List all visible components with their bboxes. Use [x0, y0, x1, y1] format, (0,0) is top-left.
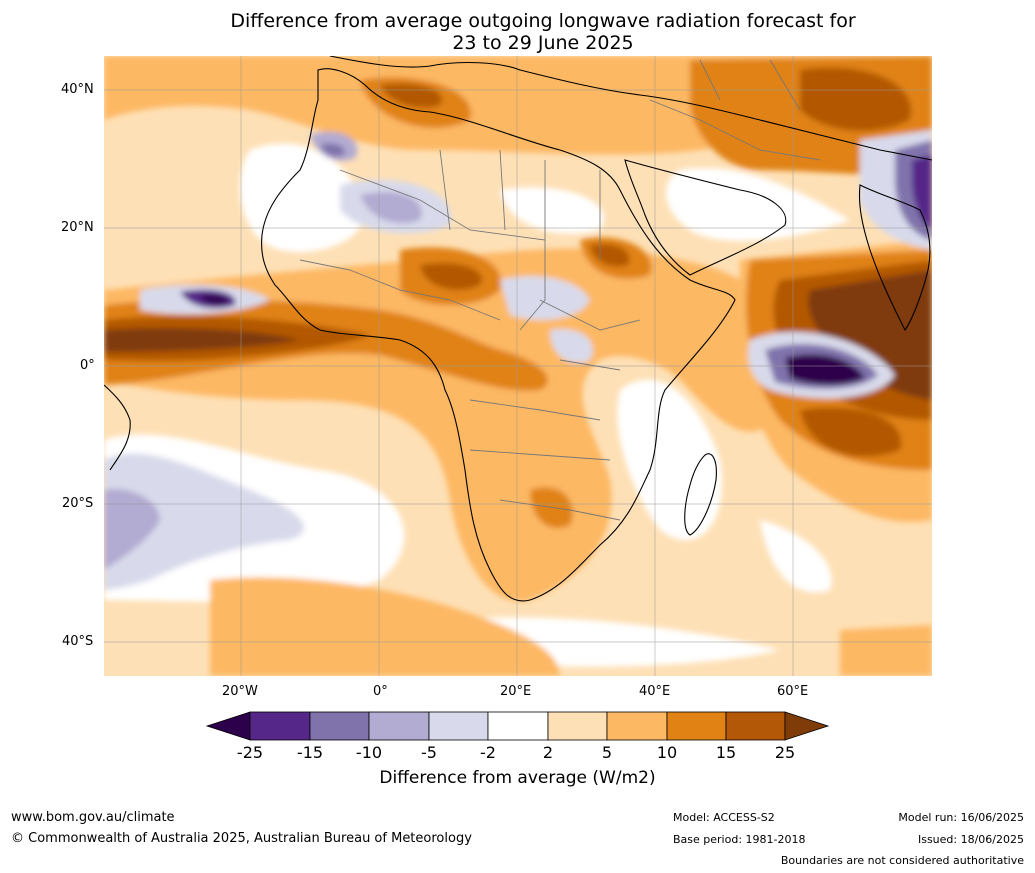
footer-copyright: © Commonwealth of Australia 2025, Austra… — [11, 831, 472, 846]
colorbar-label: -5 — [421, 743, 437, 762]
lat-label-equator: 0° — [80, 358, 95, 373]
colorbar-label: 5 — [601, 743, 613, 762]
lon-label-20w: 20°W — [222, 684, 258, 699]
colorbar-label: -2 — [480, 743, 496, 762]
colorbar-label: 2 — [542, 743, 554, 762]
border-line — [649, 59, 821, 161]
anomaly-5-10 — [840, 625, 932, 676]
colorbar-swatch — [606, 711, 668, 741]
near-normal-area — [666, 168, 850, 241]
india-coastline — [858, 184, 931, 332]
footer-url[interactable]: www.bom.gov.au/climate — [11, 810, 175, 825]
lon-label-0: 0° — [373, 684, 388, 699]
colorbar-swatch — [666, 711, 727, 741]
anomaly-below-minus-25 — [785, 354, 865, 385]
colorbar-label: 25 — [774, 743, 796, 762]
footer-issued: Issued: 18/06/2025 — [917, 833, 1024, 846]
border-line — [439, 149, 601, 260]
border-line — [339, 169, 546, 331]
near-normal-area — [760, 520, 832, 593]
arabia-coastline — [624, 159, 787, 276]
colorbar — [205, 711, 830, 741]
colorbar-title: Difference from average (W/m2) — [379, 768, 656, 788]
anomaly-minus-2-5 — [550, 329, 593, 363]
title-line-1: Difference from average outgoing longwav… — [230, 10, 856, 32]
near-normal-area — [500, 187, 604, 234]
country-borders — [299, 59, 821, 521]
lon-label-40e: 40°E — [639, 684, 671, 699]
border-line — [469, 399, 621, 521]
colorbar-swatch — [547, 711, 608, 741]
colorbar-swatch — [428, 711, 489, 741]
colorbar-swatch — [309, 711, 370, 741]
lat-label-20s: 20°S — [62, 496, 94, 511]
anomaly-minus-2-5 — [104, 453, 305, 590]
colorbar-label: -10 — [355, 743, 383, 762]
anomaly-minus-5-10 — [104, 489, 160, 570]
border-line — [299, 259, 501, 321]
europe-coastline — [329, 56, 932, 161]
colorbar-label: -15 — [296, 743, 324, 762]
anomaly-minus-15-25 — [912, 155, 932, 230]
anomaly-15-25 — [420, 262, 482, 290]
colorbar-label: 10 — [656, 743, 678, 762]
border-line — [539, 299, 641, 371]
colorbar-high-arrow — [784, 711, 830, 741]
lat-label-40n: 40°N — [61, 82, 94, 97]
graticule — [104, 56, 932, 676]
anomaly-below-minus-25 — [200, 294, 229, 305]
anomaly-5-10 — [210, 577, 560, 676]
footer-base-period: Base period: 1981-2018 — [673, 833, 806, 846]
lat-label-40s: 40°S — [62, 634, 94, 649]
colorbar-swatch — [249, 711, 311, 741]
colorbar-swatch — [368, 711, 430, 741]
anomaly-15-25 — [800, 407, 902, 457]
anomaly-above-25 — [104, 328, 300, 352]
anomaly-minus-5-10 — [360, 191, 422, 224]
footer-model-run: Model run: 16/06/2025 — [898, 811, 1024, 824]
anomaly-15-25 — [800, 67, 912, 131]
south-america-coastline — [104, 384, 131, 471]
madagascar-coastline — [684, 453, 717, 536]
colorbar-label: 15 — [715, 743, 737, 762]
map-panel — [104, 56, 932, 676]
footer-model: Model: ACCESS-S2 — [673, 811, 775, 824]
title-line-2: 23 to 29 June 2025 — [452, 32, 634, 54]
lon-label-20e: 20°E — [500, 684, 532, 699]
colorbar-swatch — [725, 711, 786, 741]
anomaly-above-25 — [808, 270, 932, 400]
africa-coastline — [261, 68, 736, 602]
colorbar-swatch — [487, 711, 549, 741]
colorbar-label: -25 — [236, 743, 264, 762]
coastlines — [104, 56, 932, 602]
near-normal-area — [617, 379, 722, 541]
lat-label-20n: 20°N — [61, 220, 94, 235]
near-normal-area — [240, 143, 365, 252]
map-title: Difference from average outgoing longwav… — [0, 10, 1035, 54]
footer-disclaimer: Boundaries are not considered authoritat… — [780, 854, 1024, 867]
colorbar-low-arrow — [205, 711, 251, 741]
lon-label-60e: 60°E — [777, 684, 809, 699]
anomaly-minus-10-15 — [320, 143, 345, 157]
